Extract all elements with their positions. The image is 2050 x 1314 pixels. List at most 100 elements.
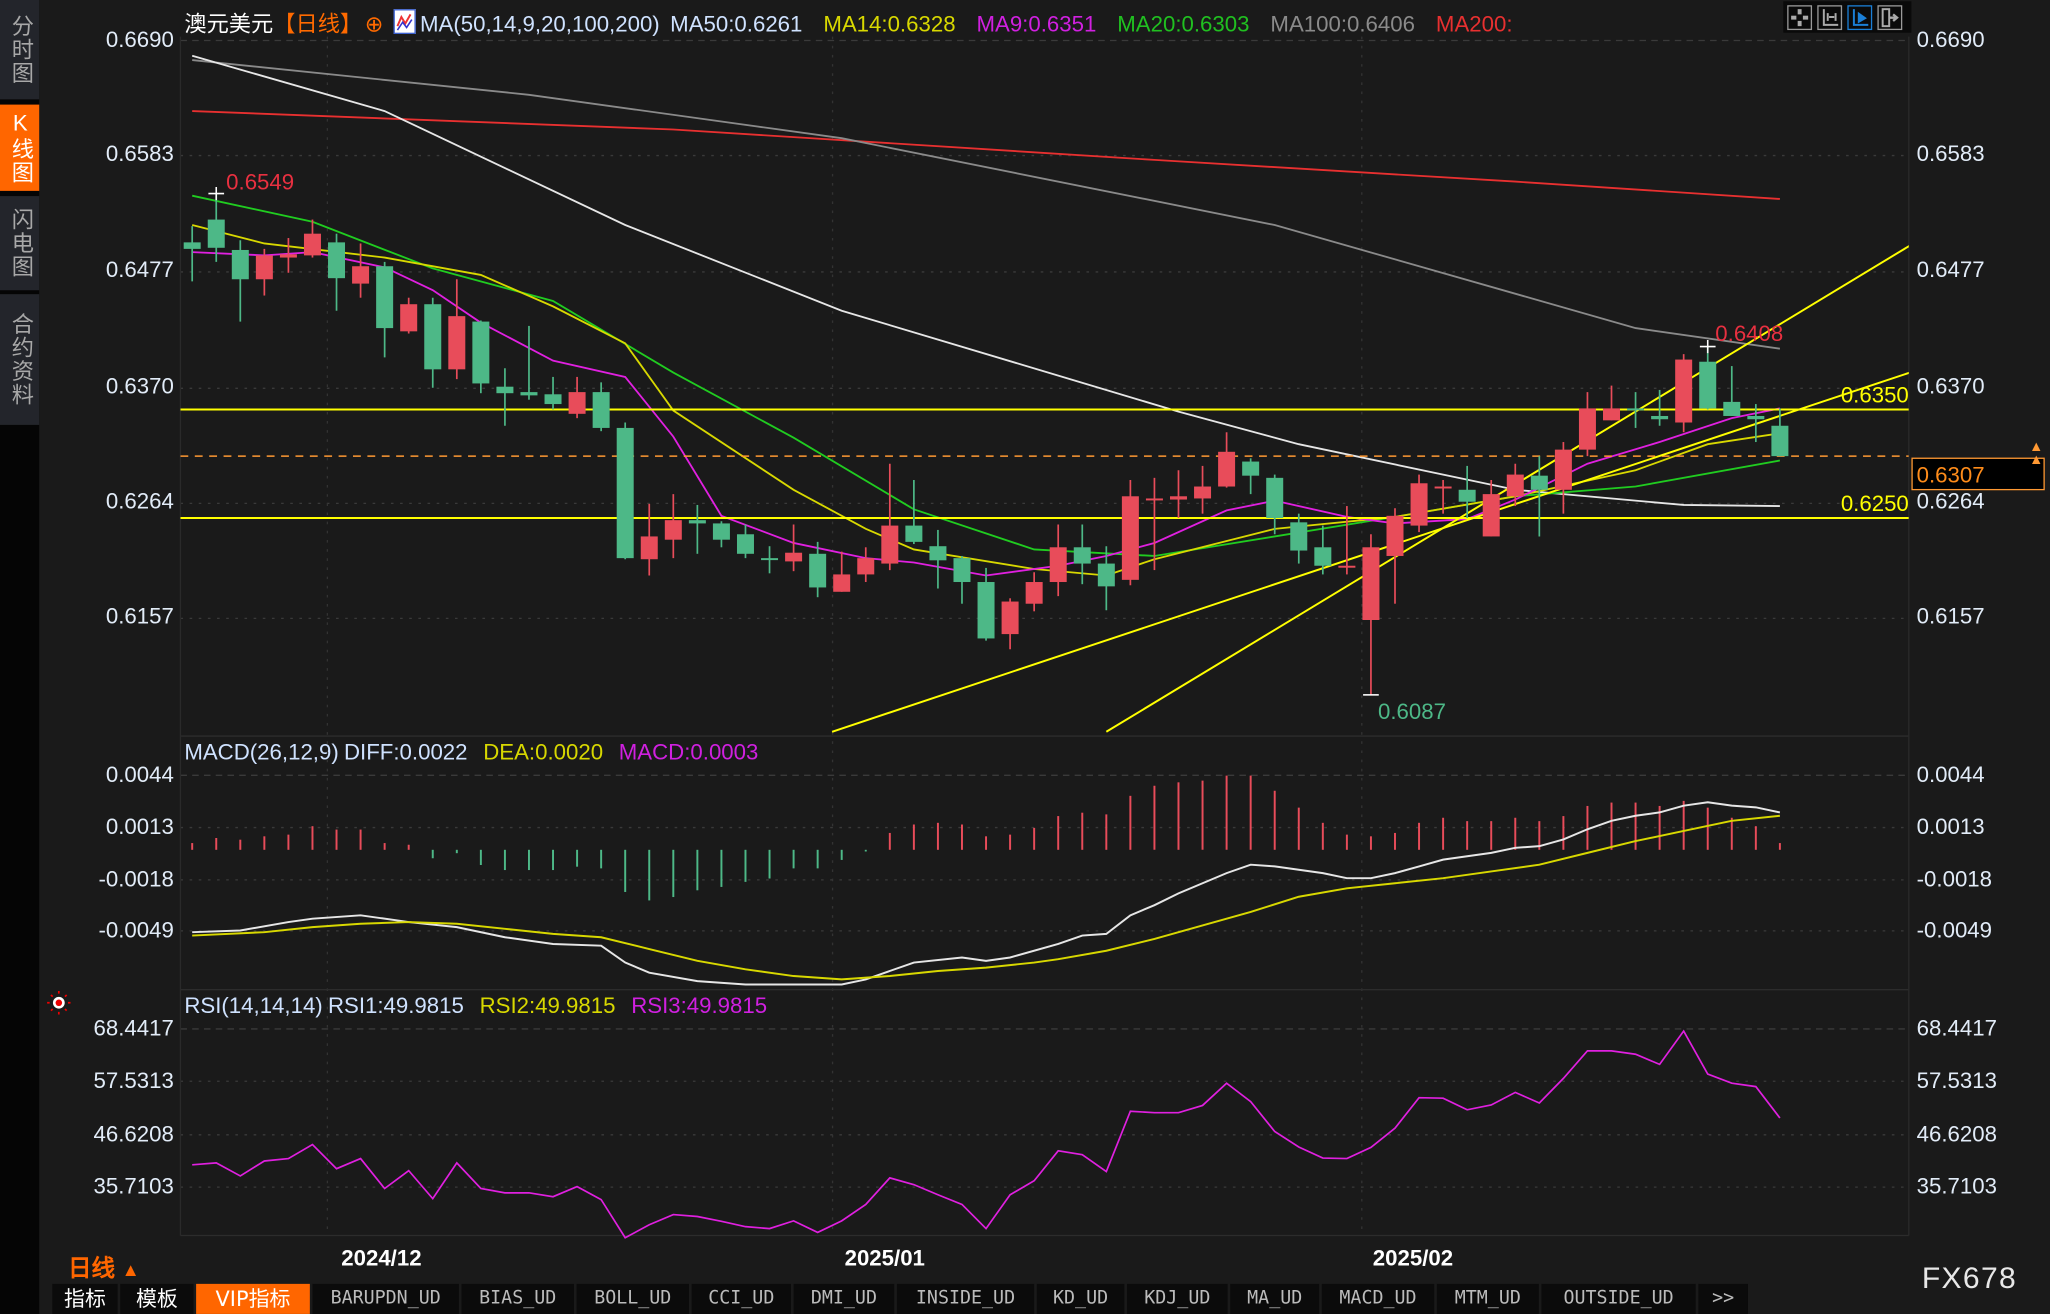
price-tick-right: 0.6370: [1916, 373, 1985, 399]
candle: [376, 261, 394, 358]
ma14-value: MA14:0.6328: [823, 11, 956, 37]
candle-body: [1266, 477, 1284, 518]
alert-icon[interactable]: [47, 991, 71, 1021]
rsi1-value: RSI1:49.9815: [327, 993, 464, 1019]
more-tabs-button[interactable]: >>: [1698, 1283, 1748, 1314]
ma-line-ma100: [192, 59, 1781, 350]
candle-body: [1771, 425, 1789, 457]
high-marker: [1699, 340, 1716, 354]
draw-cursor-icon[interactable]: [1847, 5, 1873, 31]
sidebar-item-flash[interactable]: 闪电图: [0, 196, 40, 291]
indicator-tab[interactable]: KDJ_UD: [1126, 1283, 1228, 1314]
candle: [761, 546, 779, 574]
macd-tick-right: 0.0013: [1916, 814, 1985, 840]
candle-body: [929, 546, 947, 561]
rsi-tick-left: 68.4417: [93, 1015, 174, 1041]
rsi-tick-left: 46.6208: [93, 1121, 174, 1147]
candle: [1266, 474, 1284, 535]
candle-body: [1194, 486, 1212, 499]
watermark: FX678: [1921, 1260, 2018, 1295]
indicator-tab[interactable]: 模板: [120, 1283, 194, 1314]
candle: [1530, 456, 1548, 537]
candle-body: [616, 427, 634, 559]
indicator-tab[interactable]: 指标: [52, 1283, 118, 1314]
candle-body: [1434, 486, 1452, 489]
period-label[interactable]: 【日线】: [273, 11, 363, 37]
symbol-name: 澳元美元: [184, 11, 274, 37]
indicator-tab[interactable]: KD_UD: [1036, 1283, 1125, 1314]
candle: [1073, 524, 1091, 585]
period-selector[interactable]: 日线 ▲: [68, 1250, 140, 1284]
candle: [544, 376, 562, 410]
candle-body: [1049, 547, 1067, 583]
macd-dea-value: DEA:0.0020: [483, 739, 604, 765]
candle: [929, 529, 947, 589]
candle: [1651, 389, 1669, 426]
price-tick-right: 0.6690: [1916, 27, 1985, 53]
indicator-tab[interactable]: BARUPDN_UD: [312, 1283, 459, 1314]
price-plot: [180, 54, 1909, 733]
ma-line-ma50: [191, 54, 1780, 507]
candle: [1338, 506, 1356, 575]
rsi-tick-right: 68.4417: [1916, 1015, 1997, 1041]
candle: [1410, 474, 1428, 533]
candle-body: [857, 558, 875, 575]
candle-body: [231, 249, 249, 280]
rsi-tick-left: 57.5313: [93, 1068, 174, 1093]
indicator-tab[interactable]: MACD_UD: [1321, 1283, 1435, 1314]
macd-tick-left: -0.0049: [98, 917, 174, 943]
candle: [857, 547, 875, 583]
indicator-tab[interactable]: VIP指标: [196, 1283, 310, 1314]
price-tick-left: 0.6264: [105, 488, 174, 514]
candle-body: [1747, 415, 1765, 420]
candle-body: [1290, 522, 1308, 551]
candle-body: [1025, 582, 1043, 604]
sidebar-item-contract-info[interactable]: 合约资料: [0, 294, 40, 425]
rsi-tick-right: 57.5313: [1916, 1068, 1997, 1093]
candle-body: [1723, 401, 1741, 416]
candle: [809, 541, 827, 598]
price-tick-right: 0.6264: [1916, 488, 1985, 514]
scroll-to-latest-icon[interactable]: ▲ ▲: [2029, 439, 2044, 469]
sidebar-item-timeshare[interactable]: 分时图: [0, 0, 40, 100]
candle: [1723, 366, 1741, 416]
candle: [1434, 480, 1452, 514]
macd-diff-line: [192, 801, 1781, 986]
candle-body: [1097, 563, 1115, 587]
price-tick-right: 0.6583: [1916, 141, 1985, 167]
shift-right-icon[interactable]: [1877, 5, 1903, 31]
indicator-tab[interactable]: BIAS_UD: [461, 1283, 574, 1314]
ma100-value: MA100:0.6406: [1270, 11, 1416, 37]
candle-body: [1314, 547, 1332, 566]
indicator-tab[interactable]: OUTSIDE_UD: [1541, 1283, 1696, 1314]
candle-body: [953, 558, 971, 583]
price-tick-right: 0.6477: [1916, 257, 1985, 283]
indicator-tab[interactable]: CCI_UD: [691, 1283, 791, 1314]
indicator-tab[interactable]: MTM_UD: [1436, 1283, 1539, 1314]
sidebar-item-kline[interactable]: K线图: [0, 104, 40, 191]
indicator-tab[interactable]: MA_UD: [1230, 1283, 1320, 1314]
crosshair-icon[interactable]: [1787, 5, 1813, 31]
candle-body: [1145, 498, 1163, 501]
indicator-tab[interactable]: DMI_UD: [793, 1283, 895, 1314]
candle: [1145, 477, 1163, 571]
candle-body: [592, 392, 610, 428]
indicator-tab[interactable]: INSIDE_UD: [896, 1283, 1035, 1314]
indicator-tab-bar: 指标 模板 VIP指标 BARUPDN_UD BIAS_UD BOLL_UD CCI_UD D…: [52, 1283, 1765, 1314]
level-label: 0.6350: [1841, 383, 1909, 408]
ma-indicator-icon[interactable]: [393, 9, 417, 34]
rsi-tick-left: 35.7103: [93, 1174, 174, 1199]
candle: [207, 193, 225, 262]
candle: [1169, 470, 1187, 518]
indicator-tab[interactable]: BOLL_UD: [576, 1283, 689, 1314]
candle-body: [1001, 601, 1019, 635]
candle: [520, 325, 538, 400]
candle-body: [977, 582, 995, 639]
candle-body: [1603, 408, 1620, 421]
add-icon[interactable]: ⊕: [364, 11, 384, 37]
candle: [1554, 442, 1572, 514]
measure-icon[interactable]: [1817, 5, 1843, 31]
candle-body: [1627, 408, 1645, 411]
candle-body: [1482, 494, 1500, 537]
